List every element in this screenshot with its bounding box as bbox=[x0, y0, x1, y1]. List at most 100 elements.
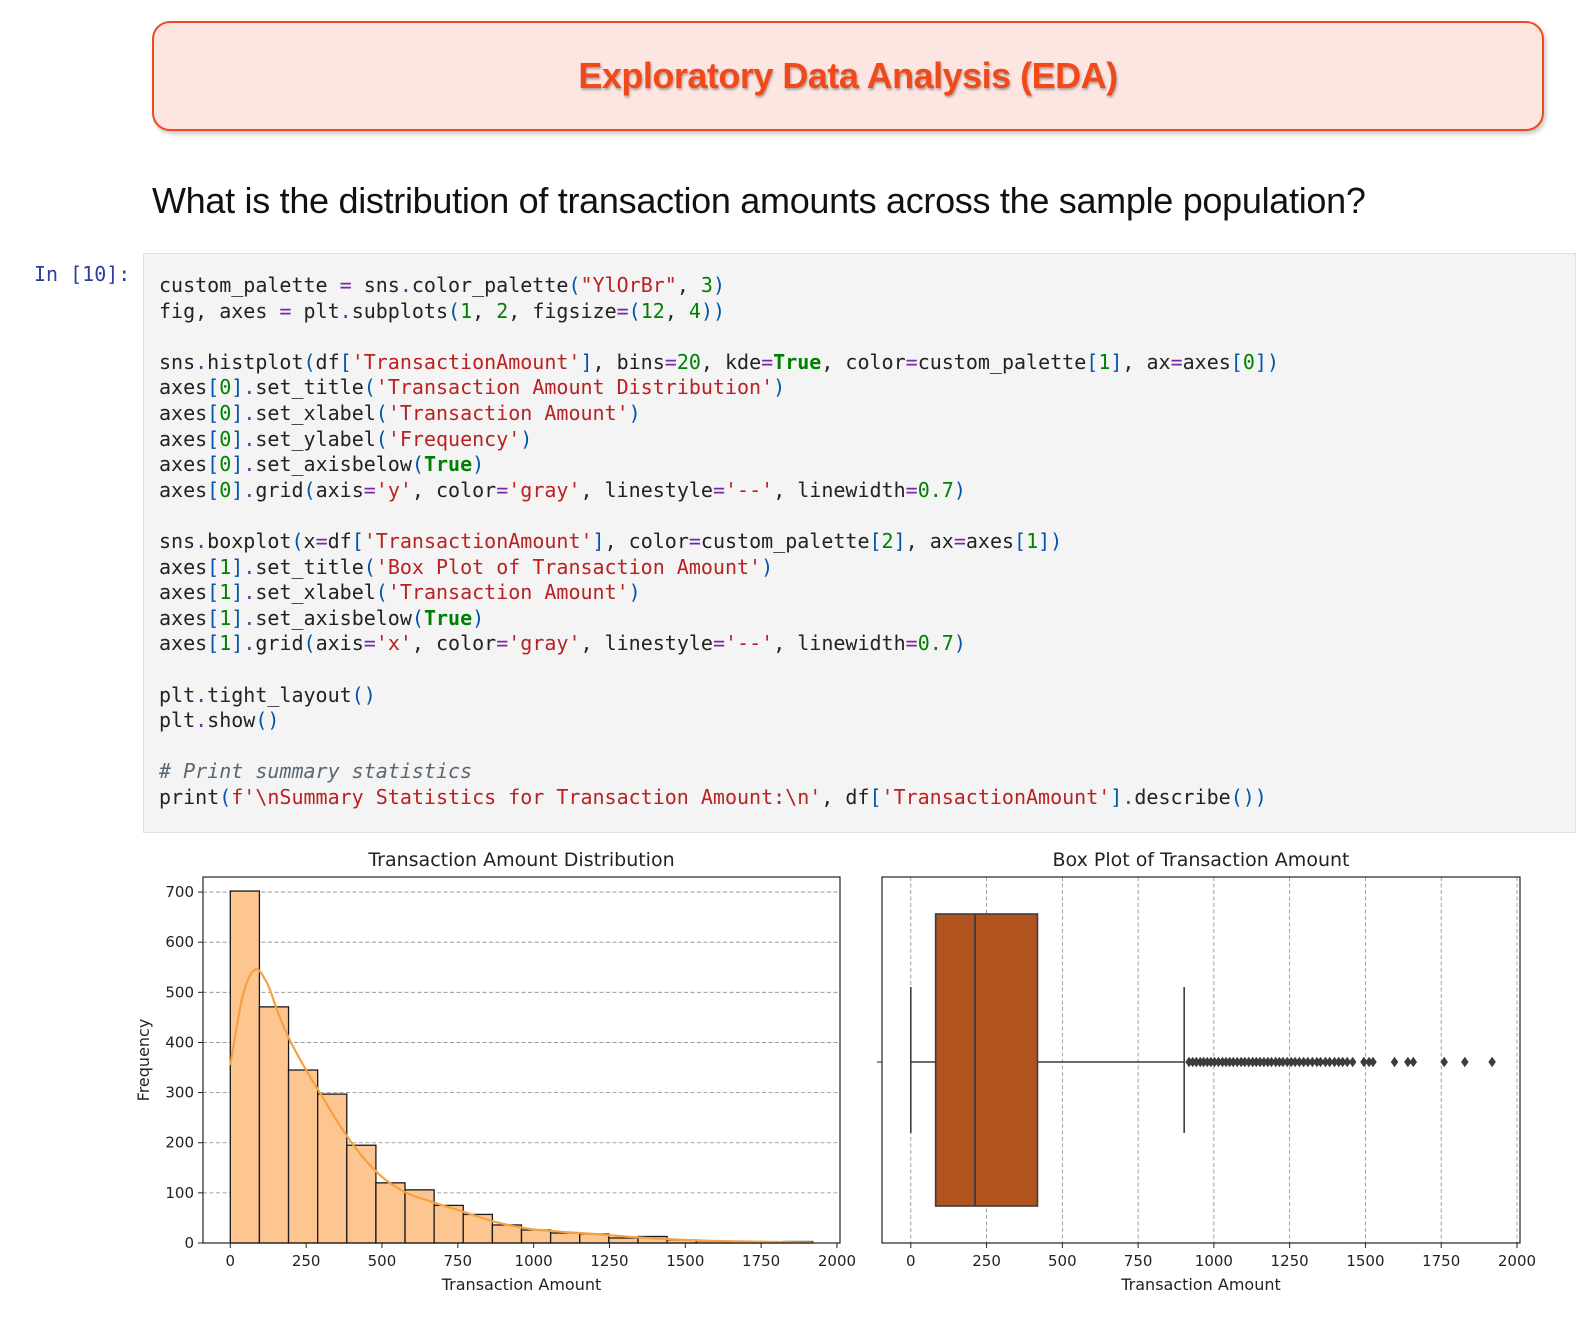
x-tick-label: 1250 bbox=[590, 1252, 628, 1270]
histogram-title: Transaction Amount Distribution bbox=[367, 849, 674, 871]
axes-frame bbox=[202, 876, 841, 1244]
outlier-point bbox=[1192, 1056, 1201, 1068]
outlier-point bbox=[1440, 1056, 1448, 1068]
outlier-point bbox=[1409, 1056, 1418, 1068]
code-line: axes[1].grid(axis='x', color='gray', lin… bbox=[159, 631, 966, 656]
outlier-point bbox=[1291, 1056, 1299, 1068]
outlier-point bbox=[1287, 1056, 1295, 1068]
outlier-point bbox=[1244, 1056, 1253, 1068]
code-cell[interactable]: custom_palette = sns.color_palette("YlOr… bbox=[143, 253, 1576, 833]
outlier-point bbox=[1343, 1056, 1351, 1068]
histogram-xlabel: Transaction Amount bbox=[441, 1275, 602, 1294]
x-tick-label: 250 bbox=[972, 1252, 1001, 1270]
kde-curve bbox=[229, 968, 813, 1244]
code-line: plt.show() bbox=[159, 708, 280, 733]
outlier-point bbox=[1210, 1056, 1219, 1068]
code-editor[interactable]: custom_palette = sns.color_palette("YlOr… bbox=[159, 273, 1279, 810]
code-line: axes[1].set_xlabel('Transaction Amount') bbox=[159, 580, 641, 605]
outlier-point bbox=[1365, 1056, 1373, 1068]
histogram-bar bbox=[608, 1237, 639, 1244]
outlier-point bbox=[1321, 1056, 1330, 1068]
y-tick-label: 200 bbox=[165, 1134, 194, 1152]
x-tick-label: 1500 bbox=[666, 1252, 704, 1270]
code-line: axes[0].set_xlabel('Transaction Amount') bbox=[159, 400, 641, 425]
x-tick-label: 1750 bbox=[742, 1252, 780, 1270]
outlier-point bbox=[1283, 1056, 1291, 1068]
outlier-point bbox=[1229, 1056, 1238, 1068]
outlier-point bbox=[1390, 1056, 1399, 1068]
histogram-bar bbox=[317, 1093, 348, 1244]
y-tick-label: 300 bbox=[165, 1084, 194, 1102]
boxplot-xlabel: Transaction Amount bbox=[1120, 1275, 1281, 1294]
outlier-point bbox=[1295, 1056, 1304, 1068]
outlier-point bbox=[1325, 1056, 1334, 1068]
outlier-point bbox=[1360, 1056, 1368, 1068]
boxplot-title: Box Plot of Transaction Amount bbox=[1053, 849, 1350, 871]
x-tick-label: 1750 bbox=[1422, 1252, 1460, 1270]
code-line: fig, axes = plt.subplots(1, 2, figsize=(… bbox=[159, 298, 726, 323]
histogram-bar bbox=[258, 1006, 290, 1244]
code-line: sns.histplot(df['TransactionAmount'], bi… bbox=[159, 349, 1279, 374]
outlier-point bbox=[1461, 1056, 1469, 1068]
output-figure: 0 250 500 750 1000 1250 1500 1750 2000 0 100 200 300… bbox=[134, 849, 1536, 1294]
outlier-point bbox=[1299, 1056, 1308, 1068]
code-line: # Print summary statistics bbox=[159, 759, 473, 784]
x-tick-label: 2000 bbox=[1498, 1252, 1536, 1270]
section-banner: Exploratory Data Analysis (EDA) bbox=[152, 21, 1544, 131]
outlier-point bbox=[1488, 1056, 1496, 1068]
outlier-point bbox=[1348, 1056, 1357, 1068]
histogram-axes: 0 250 500 750 1000 1250 1500 1750 2000 0 100 200 300… bbox=[134, 849, 856, 1294]
y-tick-label: 600 bbox=[165, 933, 194, 951]
x-tick-label: 500 bbox=[1048, 1252, 1077, 1270]
x-tick-label: 1500 bbox=[1346, 1252, 1384, 1270]
histogram-bar bbox=[229, 890, 261, 1244]
box-iqr bbox=[934, 913, 1039, 1207]
outlier-point bbox=[1338, 1056, 1347, 1068]
outlier-point bbox=[1316, 1056, 1325, 1068]
code-line: axes[1].set_title('Box Plot of Transacti… bbox=[159, 554, 774, 579]
outlier-point bbox=[1260, 1056, 1268, 1068]
x-tick-label: 2000 bbox=[818, 1252, 856, 1270]
outlier-point bbox=[1308, 1056, 1317, 1068]
histogram-bar bbox=[375, 1182, 406, 1244]
outlier-point bbox=[1404, 1056, 1412, 1068]
code-line: plt.tight_layout() bbox=[159, 682, 376, 707]
boxplot-axes: 0 250 500 750 1000 1250 1500 1750 2000 Box Plot o… bbox=[877, 849, 1536, 1294]
outlier-point bbox=[1256, 1056, 1264, 1068]
code-line: axes[0].set_axisbelow(True) bbox=[159, 452, 485, 477]
code-line: axes[0].set_title('Transaction Amount Di… bbox=[159, 375, 786, 400]
outlier-point bbox=[1241, 1056, 1249, 1068]
code-line: sns.boxplot(x=df['TransactionAmount'], c… bbox=[159, 528, 1063, 553]
outlier-point bbox=[1233, 1056, 1241, 1068]
cell-prompt: In [10]: bbox=[34, 262, 131, 286]
y-tick-label: 100 bbox=[165, 1184, 194, 1202]
y-tick-label: 700 bbox=[165, 883, 194, 901]
x-tick-label: 250 bbox=[292, 1252, 321, 1270]
outlier-point bbox=[1335, 1056, 1343, 1068]
x-tick-label: 1000 bbox=[515, 1252, 553, 1270]
histogram-bar bbox=[520, 1229, 552, 1244]
x-tick-label: 1250 bbox=[1271, 1252, 1309, 1270]
histogram-bar bbox=[287, 1069, 319, 1244]
outlier-point bbox=[1304, 1056, 1312, 1068]
x-tick-label: 0 bbox=[906, 1252, 916, 1270]
outlier-point bbox=[1214, 1056, 1223, 1068]
x-tick-label: 750 bbox=[443, 1252, 472, 1270]
code-line: axes[0].grid(axis='y', color='gray', lin… bbox=[159, 477, 966, 502]
code-line: custom_palette = sns.color_palette("YlOr… bbox=[159, 273, 725, 297]
axes-frame bbox=[881, 876, 1521, 1244]
outlier-point bbox=[1330, 1056, 1339, 1068]
x-tick-label: 500 bbox=[368, 1252, 397, 1270]
histogram-ylabel: Frequency bbox=[134, 1019, 153, 1102]
histogram-bar bbox=[462, 1213, 494, 1244]
x-tick-label: 0 bbox=[226, 1252, 236, 1270]
x-tick-label: 1000 bbox=[1195, 1252, 1233, 1270]
y-tick-label: 400 bbox=[165, 1033, 194, 1051]
x-tick-label: 750 bbox=[1124, 1252, 1153, 1270]
question-heading: What is the distribution of transaction … bbox=[152, 180, 1366, 221]
code-line: print(f'\nSummary Statistics for Transac… bbox=[159, 784, 1267, 809]
y-tick-label: 0 bbox=[184, 1234, 194, 1252]
outlier-point bbox=[1267, 1056, 1276, 1068]
outlier-point bbox=[1369, 1056, 1377, 1068]
outlier-point bbox=[1279, 1056, 1287, 1068]
